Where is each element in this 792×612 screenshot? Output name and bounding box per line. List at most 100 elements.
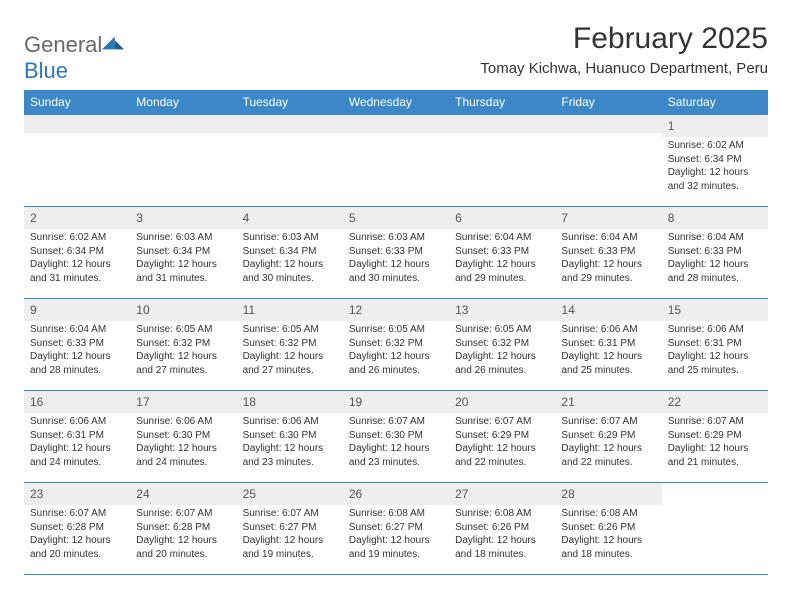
calendar-cell: 19Sunrise: 6:07 AMSunset: 6:30 PMDayligh… bbox=[343, 391, 449, 483]
empty-day-shade bbox=[449, 115, 555, 133]
day-number: 27 bbox=[455, 487, 468, 501]
day-number: 28 bbox=[561, 487, 574, 501]
sunrise-text: Sunrise: 6:07 AM bbox=[30, 507, 124, 521]
day-number: 23 bbox=[30, 487, 43, 501]
sunset-text: Sunset: 6:31 PM bbox=[561, 337, 655, 351]
day-number-row: 18 bbox=[237, 391, 343, 413]
day-number-row: 27 bbox=[449, 483, 555, 505]
daylight-text: Daylight: 12 hours and 19 minutes. bbox=[349, 534, 443, 561]
sunset-text: Sunset: 6:34 PM bbox=[668, 153, 762, 167]
sunrise-text: Sunrise: 6:06 AM bbox=[668, 323, 762, 337]
sunrise-text: Sunrise: 6:05 AM bbox=[455, 323, 549, 337]
daylight-text: Daylight: 12 hours and 26 minutes. bbox=[455, 350, 549, 377]
daylight-text: Daylight: 12 hours and 25 minutes. bbox=[668, 350, 762, 377]
sunrise-text: Sunrise: 6:04 AM bbox=[668, 231, 762, 245]
sunrise-text: Sunrise: 6:04 AM bbox=[455, 231, 549, 245]
day-header: Tuesday bbox=[237, 90, 343, 115]
day-detail: Sunrise: 6:03 AMSunset: 6:34 PMDaylight:… bbox=[237, 231, 343, 289]
calendar-cell: 14Sunrise: 6:06 AMSunset: 6:31 PMDayligh… bbox=[555, 299, 661, 391]
sunset-text: Sunset: 6:34 PM bbox=[243, 245, 337, 259]
sunset-text: Sunset: 6:28 PM bbox=[30, 521, 124, 535]
calendar-cell: 4 Sunrise: 6:03 AMSunset: 6:34 PMDaylight… bbox=[237, 207, 343, 299]
day-number: 12 bbox=[349, 303, 362, 317]
calendar-page: General Blue February 2025 Tomay Kichwa,… bbox=[0, 0, 792, 585]
day-number: 4 bbox=[243, 211, 250, 225]
calendar-cell: 25Sunrise: 6:07 AMSunset: 6:27 PMDayligh… bbox=[237, 483, 343, 575]
daylight-text: Daylight: 12 hours and 21 minutes. bbox=[668, 442, 762, 469]
calendar-cell bbox=[237, 115, 343, 207]
calendar-cell bbox=[449, 115, 555, 207]
day-header: Sunday bbox=[24, 90, 130, 115]
sunset-text: Sunset: 6:31 PM bbox=[30, 429, 124, 443]
day-number: 16 bbox=[30, 395, 43, 409]
day-detail: Sunrise: 6:05 AMSunset: 6:32 PMDaylight:… bbox=[237, 323, 343, 381]
sunrise-text: Sunrise: 6:06 AM bbox=[243, 415, 337, 429]
calendar-cell: 11Sunrise: 6:05 AMSunset: 6:32 PMDayligh… bbox=[237, 299, 343, 391]
sunset-text: Sunset: 6:32 PM bbox=[455, 337, 549, 351]
sunrise-text: Sunrise: 6:02 AM bbox=[668, 139, 762, 153]
daylight-text: Daylight: 12 hours and 22 minutes. bbox=[455, 442, 549, 469]
day-number-row: 17 bbox=[130, 391, 236, 413]
sunset-text: Sunset: 6:29 PM bbox=[668, 429, 762, 443]
day-number: 6 bbox=[455, 211, 462, 225]
day-detail: Sunrise: 6:07 AMSunset: 6:30 PMDaylight:… bbox=[343, 415, 449, 473]
day-detail: Sunrise: 6:04 AMSunset: 6:33 PMDaylight:… bbox=[24, 323, 130, 381]
day-number-row: 12 bbox=[343, 299, 449, 321]
page-title: February 2025 bbox=[480, 22, 768, 56]
calendar-row: 23Sunrise: 6:07 AMSunset: 6:28 PMDayligh… bbox=[24, 483, 768, 575]
calendar-row: 2Sunrise: 6:02 AMSunset: 6:34 PMDaylight… bbox=[24, 207, 768, 299]
calendar-cell: 5Sunrise: 6:03 AMSunset: 6:33 PMDaylight… bbox=[343, 207, 449, 299]
sunrise-text: Sunrise: 6:06 AM bbox=[136, 415, 230, 429]
daylight-text: Daylight: 12 hours and 23 minutes. bbox=[349, 442, 443, 469]
day-detail: Sunrise: 6:06 AMSunset: 6:30 PMDaylight:… bbox=[130, 415, 236, 473]
day-detail: Sunrise: 6:02 AMSunset: 6:34 PMDaylight:… bbox=[662, 139, 768, 197]
calendar-cell: 16Sunrise: 6:06 AMSunset: 6:31 PMDayligh… bbox=[24, 391, 130, 483]
daylight-text: Daylight: 12 hours and 20 minutes. bbox=[136, 534, 230, 561]
daylight-text: Daylight: 12 hours and 27 minutes. bbox=[136, 350, 230, 377]
daylight-text: Daylight: 12 hours and 24 minutes. bbox=[136, 442, 230, 469]
daylight-text: Daylight: 12 hours and 28 minutes. bbox=[668, 258, 762, 285]
day-detail: Sunrise: 6:05 AMSunset: 6:32 PMDaylight:… bbox=[130, 323, 236, 381]
day-detail: Sunrise: 6:04 AMSunset: 6:33 PMDaylight:… bbox=[449, 231, 555, 289]
daylight-text: Daylight: 12 hours and 31 minutes. bbox=[136, 258, 230, 285]
day-number-row: 19 bbox=[343, 391, 449, 413]
calendar-cell bbox=[24, 115, 130, 207]
logo: General Blue bbox=[24, 22, 124, 84]
empty-day-shade bbox=[130, 115, 236, 133]
day-number: 25 bbox=[243, 487, 256, 501]
day-number-row: 23 bbox=[24, 483, 130, 505]
day-detail: Sunrise: 6:07 AMSunset: 6:28 PMDaylight:… bbox=[24, 507, 130, 565]
sunset-text: Sunset: 6:30 PM bbox=[349, 429, 443, 443]
sunrise-text: Sunrise: 6:03 AM bbox=[349, 231, 443, 245]
calendar-cell: 1 Sunrise: 6:02 AMSunset: 6:34 PMDaylight… bbox=[662, 115, 768, 207]
day-number: 5 bbox=[349, 211, 356, 225]
sunset-text: Sunset: 6:28 PM bbox=[136, 521, 230, 535]
day-number: 10 bbox=[136, 303, 149, 317]
daylight-text: Daylight: 12 hours and 18 minutes. bbox=[455, 534, 549, 561]
day-number-row: 11 bbox=[237, 299, 343, 321]
day-number: 1 bbox=[668, 119, 675, 133]
calendar-cell bbox=[662, 483, 768, 575]
day-number: 17 bbox=[136, 395, 149, 409]
sunrise-text: Sunrise: 6:05 AM bbox=[243, 323, 337, 337]
day-header: Friday bbox=[555, 90, 661, 115]
day-detail: Sunrise: 6:02 AMSunset: 6:34 PMDaylight:… bbox=[24, 231, 130, 289]
sunset-text: Sunset: 6:30 PM bbox=[243, 429, 337, 443]
day-number-row: 5 bbox=[343, 207, 449, 229]
day-number-row: 20 bbox=[449, 391, 555, 413]
calendar-cell: 27Sunrise: 6:08 AMSunset: 6:26 PMDayligh… bbox=[449, 483, 555, 575]
calendar-cell: 28Sunrise: 6:08 AMSunset: 6:26 PMDayligh… bbox=[555, 483, 661, 575]
calendar-table: Sunday Monday Tuesday Wednesday Thursday… bbox=[24, 90, 768, 575]
sunset-text: Sunset: 6:32 PM bbox=[136, 337, 230, 351]
empty-day-shade bbox=[24, 115, 130, 133]
day-number-row: 14 bbox=[555, 299, 661, 321]
daylight-text: Daylight: 12 hours and 19 minutes. bbox=[243, 534, 337, 561]
day-header: Thursday bbox=[449, 90, 555, 115]
day-number-row: 24 bbox=[130, 483, 236, 505]
empty-day-shade bbox=[237, 115, 343, 133]
day-number: 14 bbox=[561, 303, 574, 317]
day-detail: Sunrise: 6:06 AMSunset: 6:30 PMDaylight:… bbox=[237, 415, 343, 473]
sunset-text: Sunset: 6:30 PM bbox=[136, 429, 230, 443]
sunrise-text: Sunrise: 6:06 AM bbox=[30, 415, 124, 429]
sunrise-text: Sunrise: 6:07 AM bbox=[349, 415, 443, 429]
